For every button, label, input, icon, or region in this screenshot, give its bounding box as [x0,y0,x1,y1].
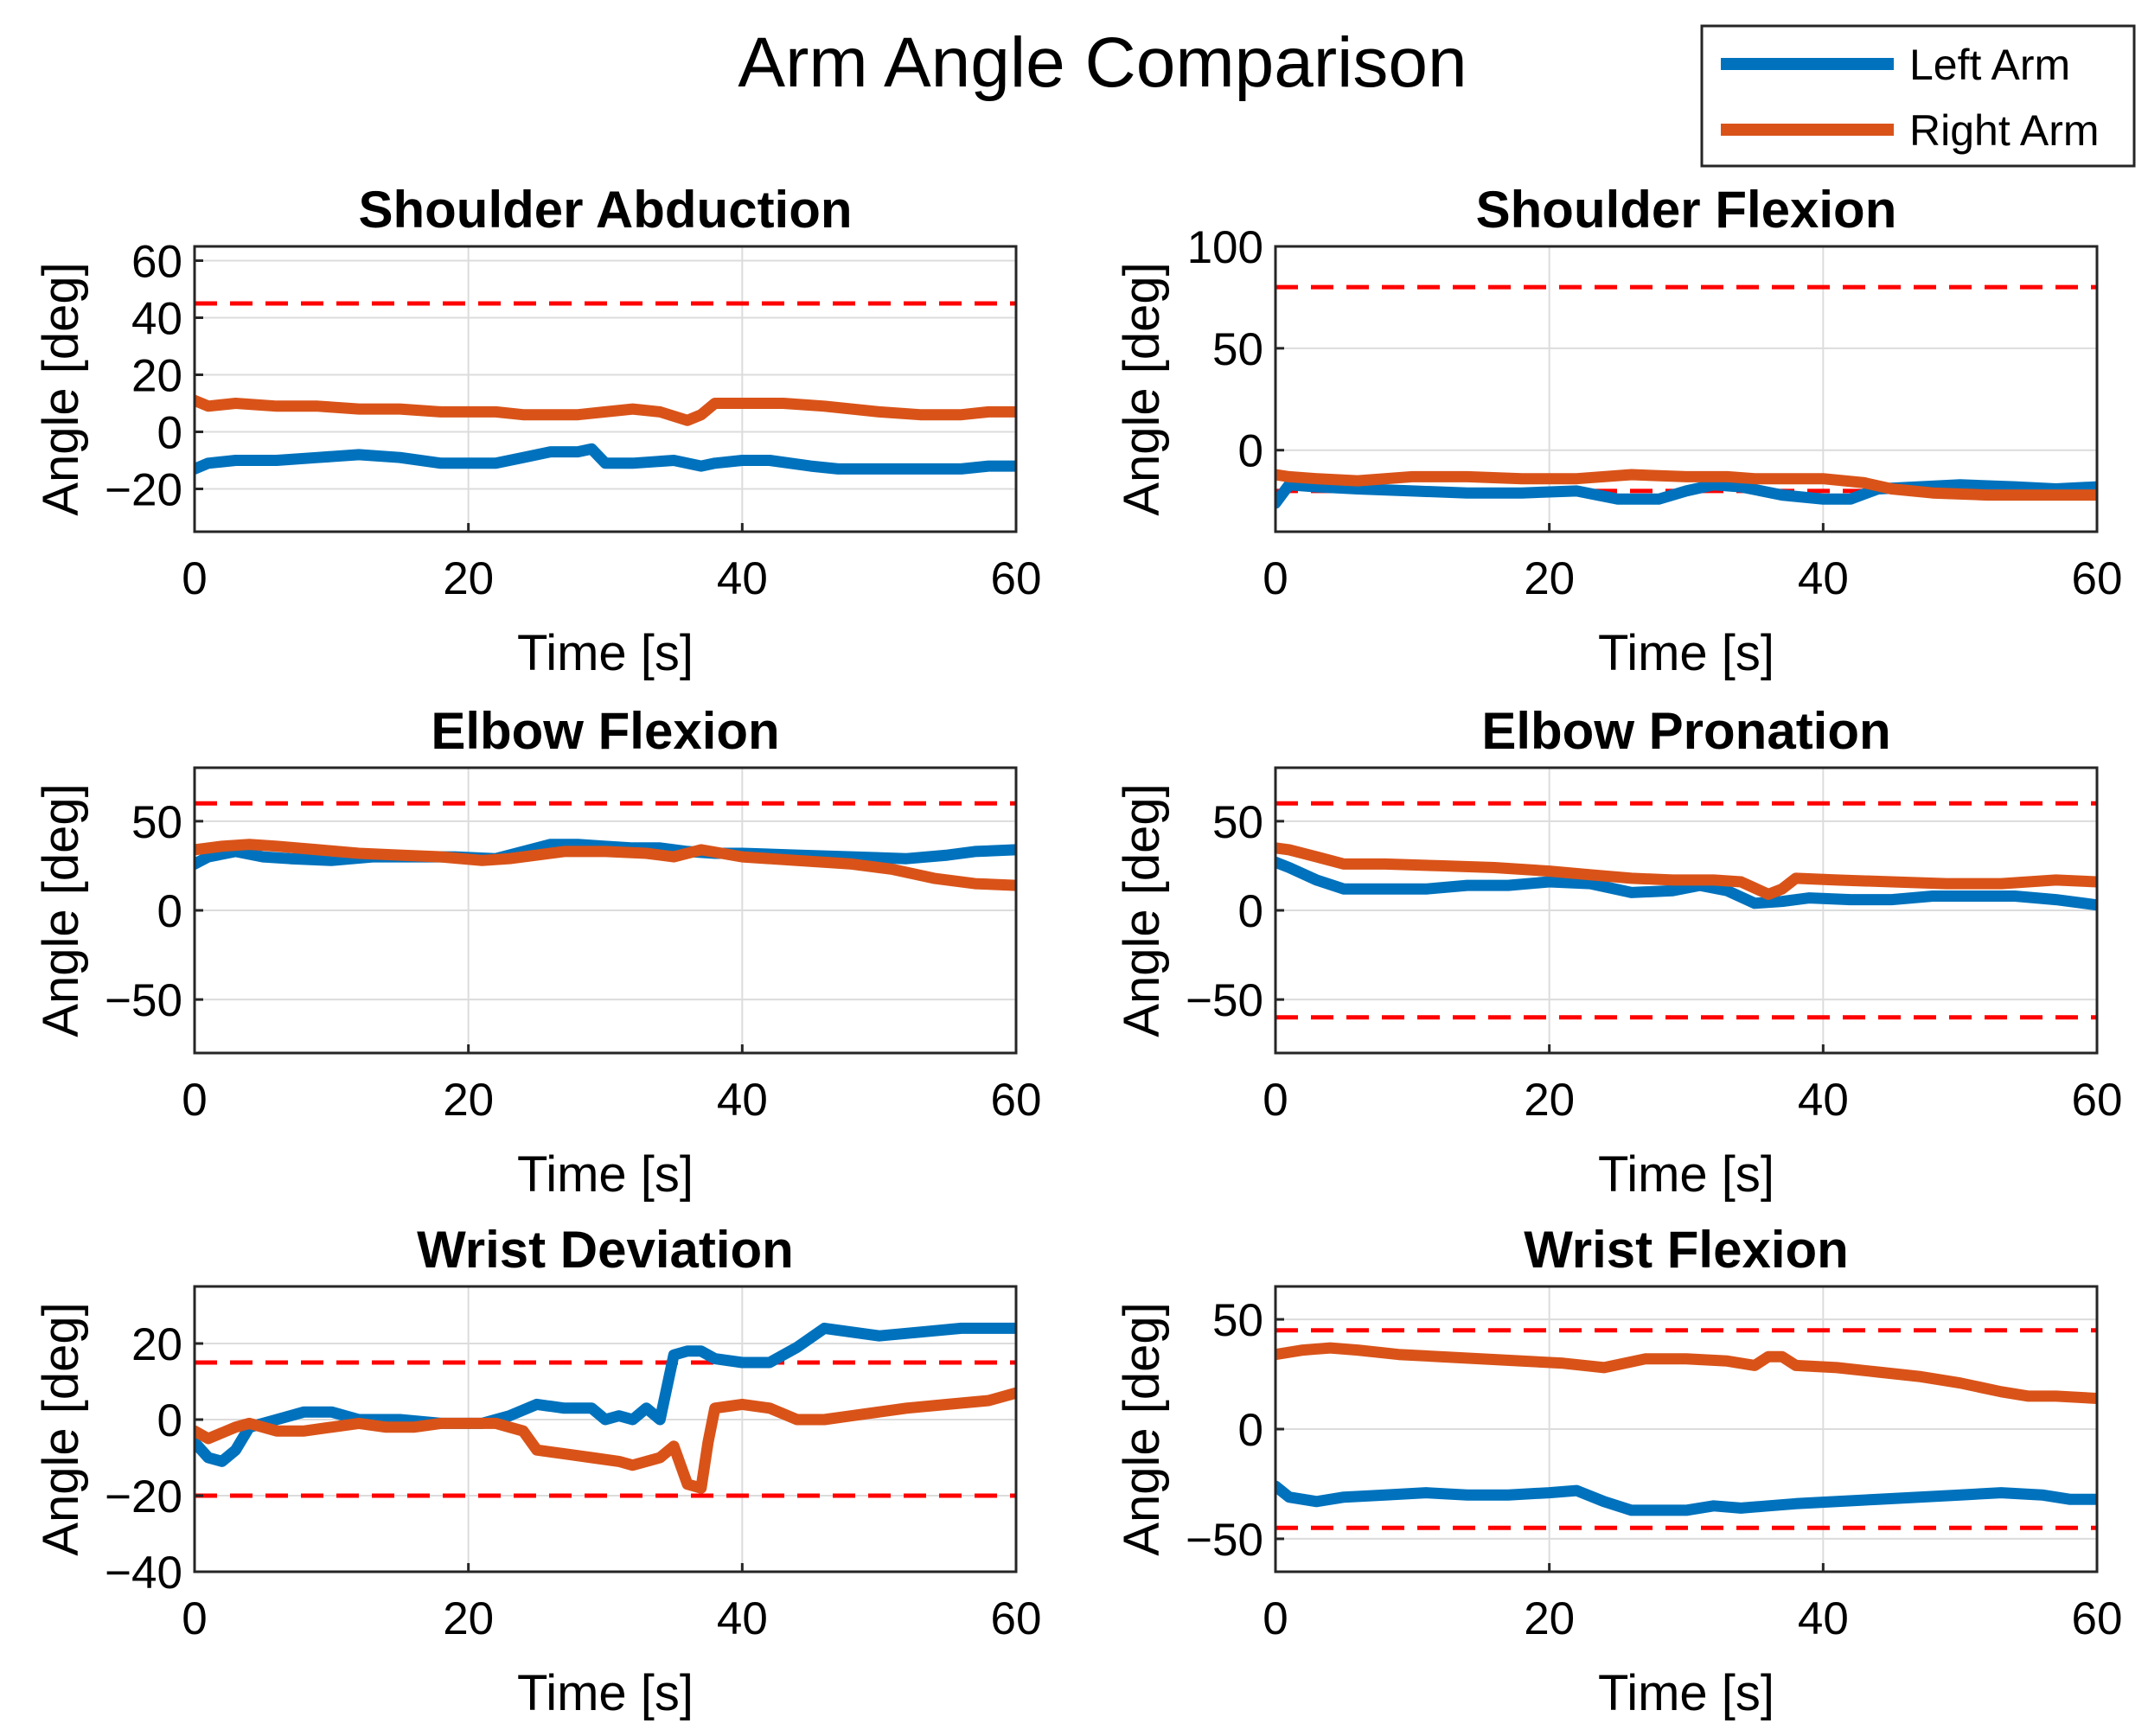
panel-title: Shoulder Flexion [1476,181,1897,239]
legend-box [1700,24,2136,168]
series-line-left-arm [1275,479,2097,509]
x-tick-label: 0 [1263,1593,1288,1644]
y-axis-label: Angle [deg] [1114,262,1170,515]
y-tick-label: 50 [131,797,182,848]
x-tick-label: 60 [991,1593,1042,1644]
panel-wrist-deviation: Wrist Deviation 0 20 40 60 −40 −20 0 20 Time [s] A… [33,1221,1041,1721]
x-tick-label: 20 [443,1593,494,1644]
series-line-right-arm [1275,1342,2097,1404]
axes-box [193,1285,1018,1573]
x-tick-label: 40 [717,1075,768,1126]
y-tick-label: 0 [157,408,182,459]
x-axis-label: Time [s] [1598,625,1774,681]
y-tick-label: 20 [131,351,182,402]
y-tick-label: 0 [1238,426,1263,477]
y-tick-label: 0 [1238,886,1263,937]
y-axis-label: Angle [deg] [33,1302,89,1555]
x-tick-label: 0 [182,1075,207,1126]
y-axis-label: Angle [deg] [33,262,89,515]
panel-title: Wrist Flexion [1524,1221,1849,1279]
axes-box [193,245,1018,533]
x-tick-label: 20 [1524,1075,1575,1126]
panel-title: Elbow Pronation [1481,702,1890,760]
series-line-left-arm [195,443,1016,475]
series-line-right-arm [1275,469,2097,501]
x-tick-label: 0 [182,1593,207,1644]
x-tick-label: 0 [1263,1075,1288,1126]
y-axis-label: Angle [deg] [33,783,89,1037]
legend-label-right-arm: Right Arm [1909,106,2100,155]
legend: Left Arm Right Arm [1700,24,2136,168]
y-tick-label: 60 [131,237,182,288]
x-tick-label: 20 [1524,1593,1575,1644]
y-tick-label: 0 [157,1395,182,1446]
y-tick-label: −50 [1186,1515,1263,1566]
series-line-right-arm [195,1387,1016,1494]
y-tick-label: 0 [157,886,182,937]
y-tick-label: 0 [1238,1405,1263,1456]
y-tick-label: −20 [105,465,182,516]
legend-label-left-arm: Left Arm [1909,41,2070,89]
panel-title: Wrist Deviation [417,1221,794,1279]
x-axis-label: Time [s] [517,1146,694,1203]
y-tick-label: 20 [131,1319,182,1370]
x-tick-label: 40 [1798,1593,1849,1644]
series-line-left-arm [195,1322,1016,1467]
y-tick-label: 50 [1212,324,1263,375]
x-tick-label: 60 [2072,1075,2123,1126]
x-axis-label: Time [s] [1598,1146,1774,1203]
x-axis-label: Time [s] [1598,1665,1774,1721]
x-tick-label: 0 [182,553,207,604]
panel-shoulder-flexion: Shoulder Flexion 0 20 40 60 0 50 100 Time [s] Ang… [1114,181,2122,681]
y-tick-label: −20 [105,1471,182,1522]
x-tick-label: 20 [443,553,494,604]
y-tick-label: 50 [1212,797,1263,848]
x-axis-label: Time [s] [517,1665,694,1721]
x-tick-label: 40 [717,1593,768,1644]
panel-title: Elbow Flexion [431,702,779,760]
series-line-left-arm [1275,1480,2097,1516]
series-line-left-arm [1275,856,2097,911]
x-axis-label: Time [s] [517,625,694,681]
series-line-right-arm [195,394,1016,426]
series-line-right-arm [1275,842,2097,900]
y-tick-label: 50 [1212,1295,1263,1346]
series-line-left-arm [195,839,1016,870]
x-tick-label: 40 [717,553,768,604]
y-tick-label: 100 [1187,222,1263,273]
y-axis-label: Angle [deg] [1114,783,1170,1037]
y-tick-label: 40 [131,294,182,345]
x-tick-label: 20 [443,1075,494,1126]
x-tick-label: 60 [2072,553,2123,604]
series-line-right-arm [195,839,1016,891]
x-tick-label: 60 [991,553,1042,604]
x-tick-label: 40 [1798,1075,1849,1126]
figure-title: Arm Angle Comparison [738,23,1467,102]
x-tick-label: 20 [1524,553,1575,604]
y-axis-label: Angle [deg] [1114,1302,1170,1555]
y-tick-label: −40 [105,1548,182,1599]
axes-box [1274,245,2099,533]
y-tick-label: −50 [105,975,182,1026]
x-tick-label: 0 [1263,553,1288,604]
x-tick-label: 60 [2072,1593,2123,1644]
y-tick-label: −50 [1186,975,1263,1026]
panel-title: Shoulder Abduction [358,181,852,239]
x-tick-label: 60 [991,1075,1042,1126]
x-tick-label: 40 [1798,553,1849,604]
